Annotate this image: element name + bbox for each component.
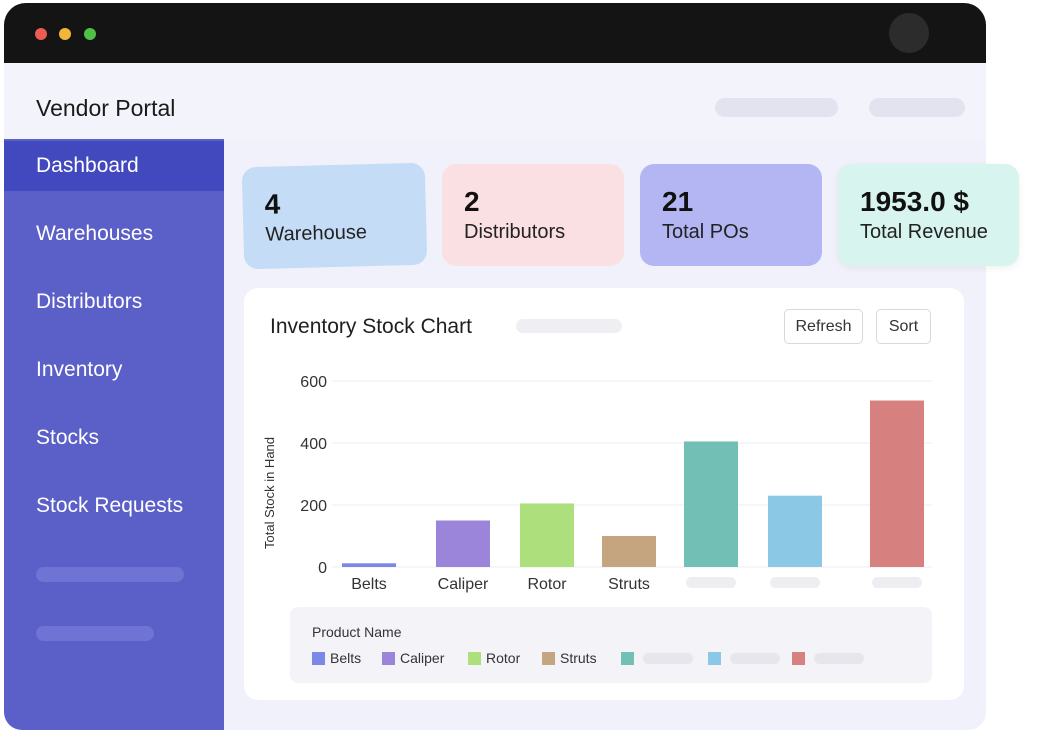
camera-icon (889, 13, 929, 53)
sidebar: Dashboard Warehouses Distributors Invent… (4, 139, 224, 730)
stat-card-distributors[interactable]: 2 Distributors (442, 164, 624, 266)
legend-label: Struts (560, 650, 597, 666)
chart-bar[interactable] (520, 503, 574, 567)
legend-swatch (468, 651, 481, 665)
legend-label: Belts (330, 650, 362, 666)
refresh-button[interactable]: Refresh (784, 309, 863, 344)
legend-swatch (708, 651, 721, 665)
stat-card-total-revenue[interactable]: 1953.0 $ Total Revenue (838, 164, 1019, 266)
stat-label: Total Revenue (860, 221, 988, 243)
legend-item[interactable] (792, 649, 864, 667)
chart-legend (290, 607, 932, 683)
y-tick-label: 400 (300, 436, 327, 453)
sidebar-item-dashboard[interactable]: Dashboard (4, 141, 224, 191)
app-header: Vendor Portal (4, 63, 986, 142)
legend-swatch (542, 651, 555, 665)
sidebar-placeholder-pill (36, 626, 154, 641)
sidebar-placeholder-pill (36, 567, 184, 582)
y-tick-label: 0 (318, 560, 327, 577)
x-tick-label: Belts (351, 576, 387, 593)
sidebar-item-distributors[interactable]: Distributors (36, 290, 143, 313)
legend-item[interactable]: Caliper (382, 649, 444, 667)
legend-item[interactable]: Belts (312, 649, 361, 667)
app-title: Vendor Portal (36, 95, 176, 121)
x-tick-placeholder (686, 577, 736, 588)
chart-bar[interactable] (870, 400, 924, 567)
legend-item[interactable]: Struts (542, 649, 597, 667)
legend-swatch (382, 651, 395, 665)
sidebar-item-stocks[interactable]: Stocks (36, 426, 100, 449)
chart-bar[interactable] (602, 536, 656, 567)
stat-value: 21 (662, 186, 694, 217)
x-tick-label: Caliper (438, 576, 489, 593)
sidebar-item-stock-requests[interactable]: Stock Requests (36, 494, 184, 517)
x-tick-placeholder (872, 577, 922, 588)
x-tick-label: Struts (608, 576, 650, 593)
legend-title: Product Name (312, 624, 402, 640)
legend-swatch (621, 651, 634, 665)
legend-item[interactable] (708, 649, 780, 667)
stat-label: Distributors (464, 221, 566, 243)
legend-placeholder (643, 652, 693, 664)
maximize-window-icon[interactable] (84, 28, 96, 40)
stat-value: 1953.0 $ (860, 186, 969, 217)
header-placeholder-pill (715, 98, 838, 117)
y-axis-label: Total Stock in Hand (262, 437, 277, 549)
sidebar-item-warehouses[interactable]: Warehouses (36, 222, 154, 245)
close-window-icon[interactable] (35, 28, 47, 40)
chart-title: Inventory Stock Chart (270, 315, 472, 338)
stat-value: 2 (464, 186, 480, 217)
minimize-window-icon[interactable] (59, 28, 71, 40)
chart-bar[interactable] (436, 520, 490, 568)
chart-bar[interactable] (768, 495, 822, 567)
sidebar-item-inventory[interactable]: Inventory (36, 358, 123, 381)
window-titlebar (4, 3, 986, 63)
chart-bar[interactable] (342, 563, 396, 567)
legend-placeholder (730, 652, 780, 664)
y-tick-label: 600 (300, 374, 327, 391)
legend-item[interactable] (621, 649, 693, 667)
header-placeholder-pill (869, 98, 965, 117)
legend-swatch (792, 651, 805, 665)
x-tick-placeholder (770, 577, 820, 588)
y-tick-label: 200 (300, 498, 327, 515)
sort-button[interactable]: Sort (876, 309, 931, 344)
legend-label: Rotor (486, 650, 521, 666)
title-placeholder-pill (516, 319, 622, 333)
x-tick-label: Rotor (527, 576, 567, 593)
legend-item[interactable]: Rotor (468, 649, 520, 667)
chart-bar[interactable] (684, 441, 738, 567)
stat-label: Total POs (662, 221, 749, 243)
legend-placeholder (814, 652, 864, 664)
legend-swatch (312, 651, 325, 665)
legend-label: Caliper (400, 650, 445, 666)
stat-card-total-pos[interactable]: 21 Total POs (640, 164, 822, 266)
